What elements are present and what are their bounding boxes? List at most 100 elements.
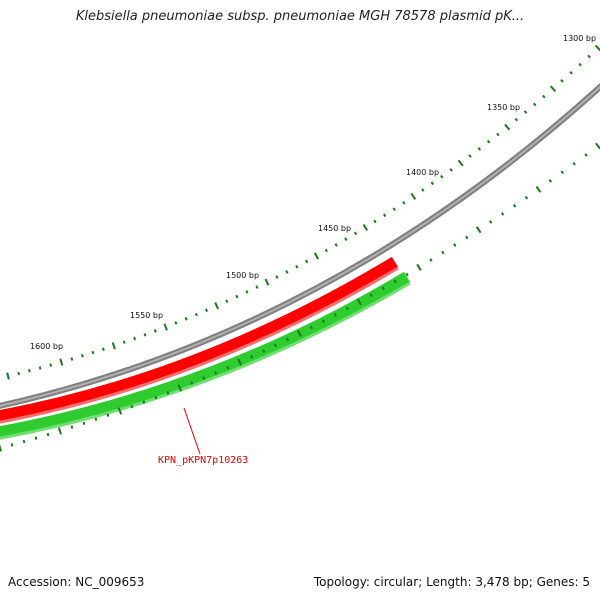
outer-tick-34 — [353, 231, 358, 236]
inner-tick-3 — [34, 436, 38, 440]
inner-tick-35 — [416, 263, 422, 271]
inner-tick-37 — [441, 250, 445, 255]
inner-tick-4 — [46, 432, 50, 437]
outer-tick-58 — [578, 62, 582, 67]
outer-tick-46 — [468, 154, 472, 158]
inner-tick-33 — [393, 279, 397, 284]
outer-tick-54 — [542, 94, 546, 99]
inner-tick-29 — [345, 306, 349, 311]
inner-tick-46 — [548, 179, 553, 183]
outer-tick-57 — [569, 70, 573, 75]
outer-tick-30 — [313, 252, 320, 260]
outer-tick-44 — [449, 168, 453, 172]
inner-tick-20 — [237, 358, 243, 366]
inner-tick-7 — [82, 421, 86, 426]
outer-tick-40 — [410, 192, 417, 200]
outer-tick-50 — [504, 123, 511, 131]
inner-tick-39 — [465, 235, 469, 240]
outer-tick-18 — [194, 312, 198, 317]
inner-tick-11 — [130, 404, 134, 409]
outer-tick-41 — [421, 188, 425, 192]
inner-tick-12 — [142, 400, 146, 404]
outer-tick-24 — [255, 285, 259, 289]
inner-tick-16 — [190, 381, 194, 385]
inner-tick-45 — [535, 185, 542, 193]
outer-tick-14 — [153, 329, 157, 333]
outer-tick-17 — [184, 317, 188, 321]
scale-label-1350: 1350 bp — [487, 103, 520, 112]
inner-tick-50 — [595, 142, 600, 150]
inner-tick-47 — [560, 170, 564, 175]
outer-tick-4 — [49, 363, 53, 367]
scale-label-1400: 1400 bp — [406, 168, 439, 177]
inner-tick-44 — [524, 195, 529, 200]
inner-tick-10 — [117, 407, 123, 415]
map-title: Klebsiella pneumoniae subsp. pneumoniae … — [75, 9, 525, 24]
outer-tick-52 — [523, 110, 528, 114]
gene-forward-bar[interactable] — [0, 256, 399, 423]
outer-tick-51 — [514, 117, 519, 122]
scale-label-1500: 1500 bp — [226, 271, 259, 280]
inner-tick-42 — [500, 212, 505, 216]
inner-tick-15 — [177, 384, 183, 392]
outer-tick-21 — [225, 299, 229, 304]
outer-tick-53 — [533, 102, 537, 107]
inner-tick-36 — [429, 258, 433, 262]
gene-reverse-bar-edge — [0, 281, 411, 440]
outer-tick-35 — [362, 223, 368, 231]
inner-tick-1 — [10, 443, 14, 447]
accession-text: Accession: NC_009653 — [8, 575, 145, 589]
inner-tick-0 — [0, 444, 2, 452]
scale-label-1600: 1600 bp — [30, 342, 63, 351]
outer-tick-29 — [305, 259, 309, 264]
inner-tick-43 — [512, 204, 517, 208]
outer-tick-5 — [59, 358, 64, 366]
scale-label-1550: 1550 bp — [130, 311, 163, 320]
outer-tick-60 — [594, 44, 600, 52]
outer-tick-11 — [122, 340, 126, 344]
outer-tick-3 — [38, 366, 42, 370]
outer-tick-36 — [373, 219, 377, 224]
gene-reverse-bar[interactable] — [0, 271, 411, 439]
scale-label-1300: 1300 bp — [563, 34, 596, 43]
outer-tick-20 — [214, 302, 220, 310]
genome-backbone — [0, 82, 600, 409]
outer-tick-25 — [264, 278, 270, 286]
inner-tick-31 — [369, 293, 373, 297]
outer-tick-1 — [17, 371, 21, 376]
outer-tick-16 — [174, 321, 178, 325]
outer-tick-59 — [587, 54, 591, 59]
scale-ticks — [6, 44, 600, 380]
genome-backbone-highlight — [0, 85, 600, 407]
inner-tick-41 — [488, 220, 493, 224]
inner-tick-49 — [584, 153, 588, 157]
outer-tick-0 — [6, 372, 10, 380]
inner-tick-24 — [285, 337, 290, 342]
outer-tick-12 — [133, 336, 137, 341]
outer-tick-2 — [28, 369, 31, 373]
outer-tick-19 — [204, 308, 209, 312]
inner-tick-9 — [106, 413, 110, 417]
outer-tick-6 — [70, 357, 74, 361]
outer-tick-39 — [402, 201, 406, 205]
outer-tick-28 — [295, 264, 299, 269]
inner-tick-2 — [22, 439, 26, 444]
outer-tick-37 — [382, 213, 387, 218]
outer-tick-45 — [457, 159, 464, 167]
outer-tick-9 — [101, 347, 105, 352]
inner-tick-8 — [94, 417, 98, 422]
gene-forward-bar-edge — [0, 266, 399, 424]
scale-label-1450: 1450 bp — [318, 224, 351, 233]
outer-tick-38 — [392, 207, 396, 211]
inner-tick-6 — [70, 425, 74, 429]
inner-tick-22 — [262, 349, 266, 353]
gene-label[interactable]: KPN_pKPN7p10263 — [158, 455, 248, 466]
outer-tick-47 — [477, 147, 482, 151]
inner-tick-18 — [214, 371, 218, 375]
outer-tick-43 — [440, 174, 444, 179]
inner-tick-17 — [202, 376, 206, 380]
inner-tick-32 — [381, 286, 385, 291]
outer-tick-22 — [235, 294, 239, 299]
gene-label-leader — [183, 407, 201, 455]
